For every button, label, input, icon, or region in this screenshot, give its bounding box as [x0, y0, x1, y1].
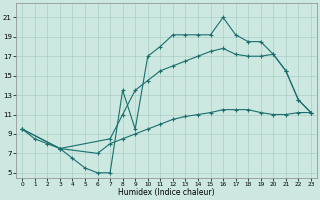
X-axis label: Humidex (Indice chaleur): Humidex (Indice chaleur)	[118, 188, 215, 197]
